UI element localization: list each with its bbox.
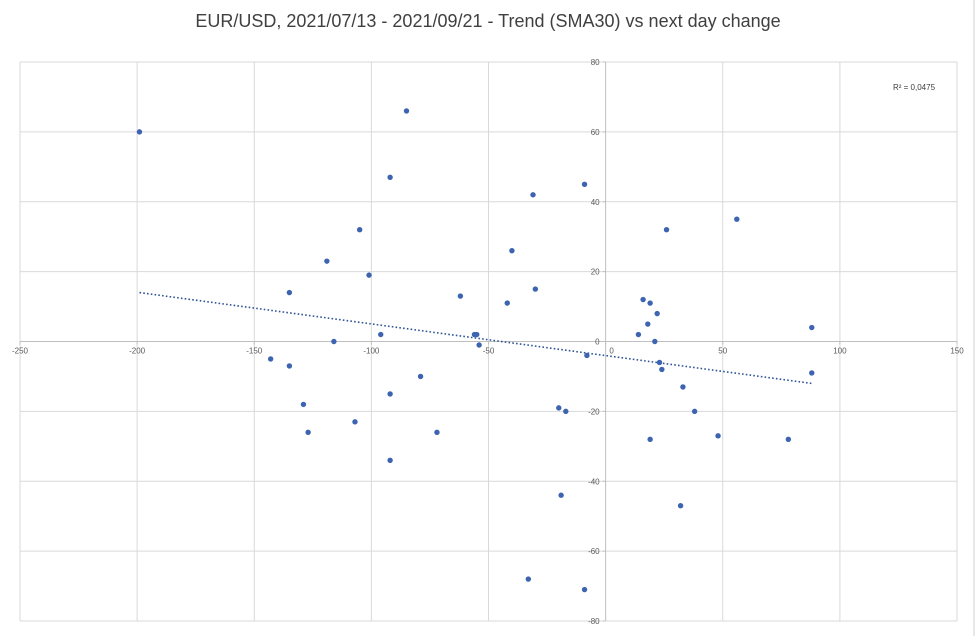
scatter-point — [403, 108, 410, 114]
scatter-point — [267, 356, 274, 362]
scatter-point — [532, 286, 539, 292]
y-tick-label: -40 — [588, 477, 600, 486]
r-squared-annotation: R² = 0,0475 — [893, 83, 936, 92]
scatter-point — [387, 457, 393, 463]
scatter-point — [663, 227, 670, 233]
scatter-point — [659, 366, 665, 373]
scatter-point — [558, 492, 564, 498]
x-tick-label: -250 — [12, 347, 29, 356]
scatter-point — [654, 310, 660, 317]
scatter-point — [525, 576, 532, 582]
scatter-point — [417, 373, 424, 380]
scatter-point — [584, 352, 590, 359]
scatter-point — [305, 429, 311, 436]
y-tick-label: 20 — [591, 268, 600, 277]
scatter-point — [331, 338, 337, 345]
scatter-point — [809, 370, 815, 376]
scatter-point — [785, 436, 792, 443]
x-tick-label: -100 — [363, 347, 380, 356]
scatter-point — [680, 384, 686, 390]
scatter-point — [434, 429, 440, 436]
y-tick-label: -60 — [588, 547, 600, 556]
scatter-point — [530, 192, 536, 198]
scatter-point — [286, 363, 293, 369]
scatter-point — [563, 408, 569, 415]
x-tick-label: 0 — [609, 347, 614, 356]
scatter-point — [647, 436, 653, 443]
scatter-point — [356, 227, 363, 233]
scatter-point — [647, 300, 653, 306]
scatter-point — [556, 405, 562, 411]
x-tick-label: -50 — [483, 347, 495, 356]
scatter-point — [457, 293, 464, 299]
scatter-point — [677, 503, 684, 509]
scatter-point — [691, 408, 698, 415]
scatter-point — [715, 433, 721, 439]
scatter-point — [366, 272, 372, 278]
x-tick-label: 100 — [833, 347, 847, 356]
chart-title: EUR/USD, 2021/07/13 - 2021/09/21 - Trend… — [195, 11, 780, 31]
y-tick-label: 40 — [591, 198, 600, 207]
scatter-point — [652, 338, 658, 345]
scatter-point — [734, 216, 740, 222]
scatter-point — [504, 300, 510, 306]
y-tick-label: 0 — [595, 338, 600, 347]
scatter-point — [300, 401, 307, 408]
scatter-point — [471, 331, 478, 338]
trendline — [139, 291, 812, 385]
y-tick-label: -20 — [588, 407, 600, 416]
x-tick-label: 150 — [950, 347, 964, 356]
trendline-group — [139, 291, 812, 385]
scatter-point — [581, 586, 588, 593]
scatter-point — [387, 174, 393, 180]
scatter-point — [581, 181, 588, 187]
tick-labels: -250 -200 -150 -100 -50 0 50 100 150-80-60-40-20… — [12, 58, 964, 626]
data-points — [136, 108, 815, 593]
scatter-point — [509, 247, 515, 254]
y-tick-label: 80 — [591, 58, 600, 67]
scatter-point — [635, 331, 642, 338]
scatter-point — [476, 342, 482, 348]
scatter-point — [286, 289, 293, 296]
axes — [19, 61, 958, 622]
y-tick-label: 60 — [591, 128, 600, 137]
scatter-point — [378, 331, 384, 338]
scatter-point — [352, 419, 358, 425]
x-tick-label: -200 — [129, 347, 146, 356]
x-tick-label: 50 — [718, 347, 727, 356]
x-tick-label: -150 — [246, 347, 263, 356]
scatter-point — [645, 321, 651, 327]
scatter-point — [136, 129, 143, 135]
y-tick-label: -80 — [588, 617, 600, 626]
scatter-point — [640, 296, 646, 303]
scatter-point — [387, 391, 393, 397]
scatter-point — [656, 359, 663, 366]
scatter-point — [809, 324, 815, 331]
scatter-point — [324, 258, 330, 264]
